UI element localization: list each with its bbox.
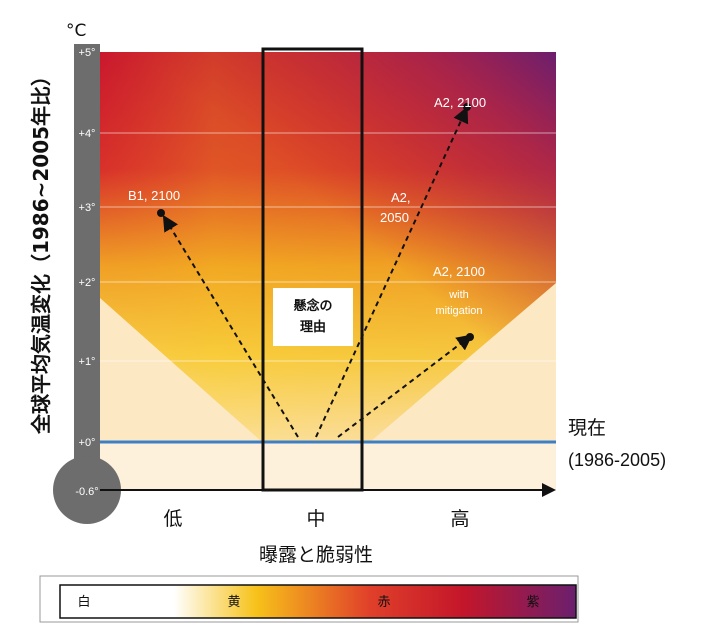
label-a2-mit-2: with: [448, 289, 469, 301]
y-tick: +5°: [79, 47, 96, 59]
y-tick: +1°: [79, 356, 96, 368]
color-scale: 白 黄 赤 紫: [39, 575, 579, 623]
unit-label: °C: [66, 21, 86, 41]
scenario-points: [157, 103, 474, 341]
x-category-mid: 中: [306, 508, 325, 530]
y-tick: +4°: [79, 128, 96, 140]
scenario-arrows: [162, 106, 473, 438]
scale-white: 白: [77, 594, 90, 610]
scale-yellow: 黄: [227, 595, 240, 610]
arrow-a2-mitigation: [337, 334, 473, 438]
x-category-low: 低: [163, 508, 182, 530]
reasons-label-box: 懸念の 理由: [273, 288, 353, 346]
risk-field: [100, 52, 556, 490]
arrow-b1-2100: [162, 214, 299, 438]
label-a2-mit-3: mitigation: [435, 305, 482, 317]
label-a2-2100: A2, 2100: [434, 95, 486, 110]
label-a2-mit-1: A2, 2100: [433, 264, 485, 279]
arrow-a2-2100: [315, 106, 469, 438]
x-category-high: 高: [450, 508, 469, 530]
y-tick: -0.6°: [75, 486, 98, 498]
baseline-label: 現在: [568, 417, 606, 439]
scale-red: 赤: [377, 595, 390, 610]
label-a2-2050-1: A2,: [391, 190, 411, 205]
thermometer-axis: °C +5° +4° +3° +2° +1° +0° -0.6°: [53, 21, 121, 524]
y-tick: +0°: [79, 437, 96, 449]
label-a2-2050-2: 2050: [380, 210, 409, 225]
svg-text:懸念の: 懸念の: [293, 298, 332, 314]
svg-text:理由: 理由: [300, 319, 326, 335]
y-tick: +2°: [79, 277, 96, 289]
gridlines: [100, 132, 556, 362]
baseline-period: (1986-2005): [568, 450, 666, 470]
y-axis-label: 全球平均気温変化（1986~2005年比）: [29, 66, 53, 435]
label-b1-2100: B1, 2100: [128, 188, 180, 203]
reasons-box: [261, 47, 364, 492]
x-axis-label: 曝露と脆弱性: [259, 544, 373, 566]
y-tick: +3°: [79, 202, 96, 214]
scale-purple: 紫: [526, 595, 539, 610]
